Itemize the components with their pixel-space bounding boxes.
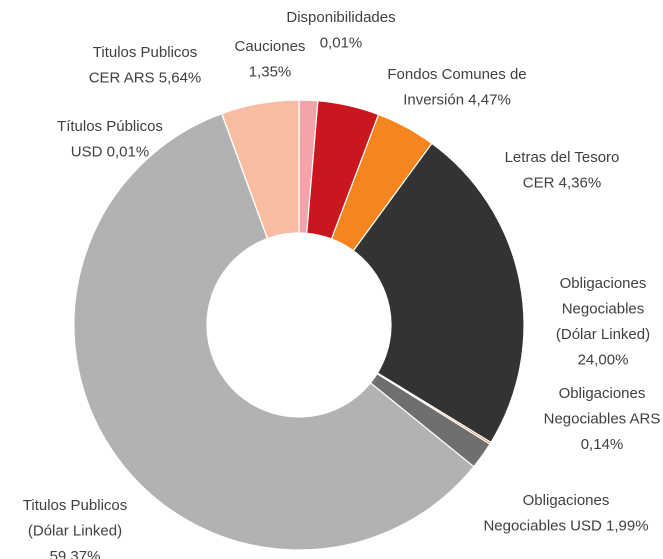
donut-slice (221, 99, 300, 240)
data-label: Letras del Tesoro CER 4,36% (505, 149, 620, 192)
data-label: Titulos Publicos (Dólar Linked) 59.37% (23, 497, 128, 559)
value-label: 1,35% (249, 63, 292, 80)
label-line: Disponibilidades (286, 9, 395, 26)
data-label: Obligaciones Negociables ARS 0,14% (544, 385, 661, 453)
data-label: Cauciones 1,35% (235, 38, 306, 81)
label-line: CER (523, 174, 555, 191)
label-line: Letras del Tesoro (505, 149, 620, 166)
data-label: Titulos Publicos CER ARS 5,64% (89, 44, 202, 87)
label-line: CER ARS (89, 69, 155, 86)
data-label: Fondos Comunes de Inversión 4,47% (387, 66, 526, 109)
value-label: 4,36% (559, 174, 602, 191)
label-line: Cauciones (235, 38, 306, 55)
label-line: USD (71, 143, 103, 160)
value-label: 24,00% (578, 351, 629, 368)
label-line: Títulos Públicos (57, 118, 163, 135)
data-label: Obligaciones Negociables (Dólar Linked) 24,… (556, 275, 650, 369)
label-line: Negociables (562, 300, 645, 317)
value-label: 5,64% (159, 69, 202, 86)
data-label: Obligaciones Negociables USD 1,99% (483, 492, 648, 535)
label-line: Obligaciones (523, 492, 610, 509)
label-line: Obligaciones (559, 385, 646, 402)
donut-slice (73, 112, 475, 551)
value-label: 4,47% (468, 91, 511, 108)
data-label: Disponibilidades 0,01% (286, 9, 395, 52)
label-line: Negociables USD (483, 517, 602, 534)
data-label: Títulos Públicos USD 0,01% (57, 118, 163, 161)
label-line: (Dólar Linked) (28, 522, 122, 539)
label-line: Inversión (403, 91, 464, 108)
label-line: Titulos Publicos (23, 497, 128, 514)
label-line: Negociables ARS (544, 410, 661, 427)
value-label: 1,99% (606, 517, 649, 534)
label-line: (Dólar Linked) (556, 326, 650, 343)
value-label: 0,01% (320, 34, 363, 51)
value-label: 59.37% (50, 548, 101, 559)
value-label: 0,01% (107, 143, 150, 160)
donut-slice (352, 142, 525, 444)
label-line: Titulos Publicos (93, 44, 198, 61)
label-line: Fondos Comunes de (387, 66, 526, 83)
label-line: Obligaciones (560, 275, 647, 292)
value-label: 0,14% (581, 436, 624, 453)
